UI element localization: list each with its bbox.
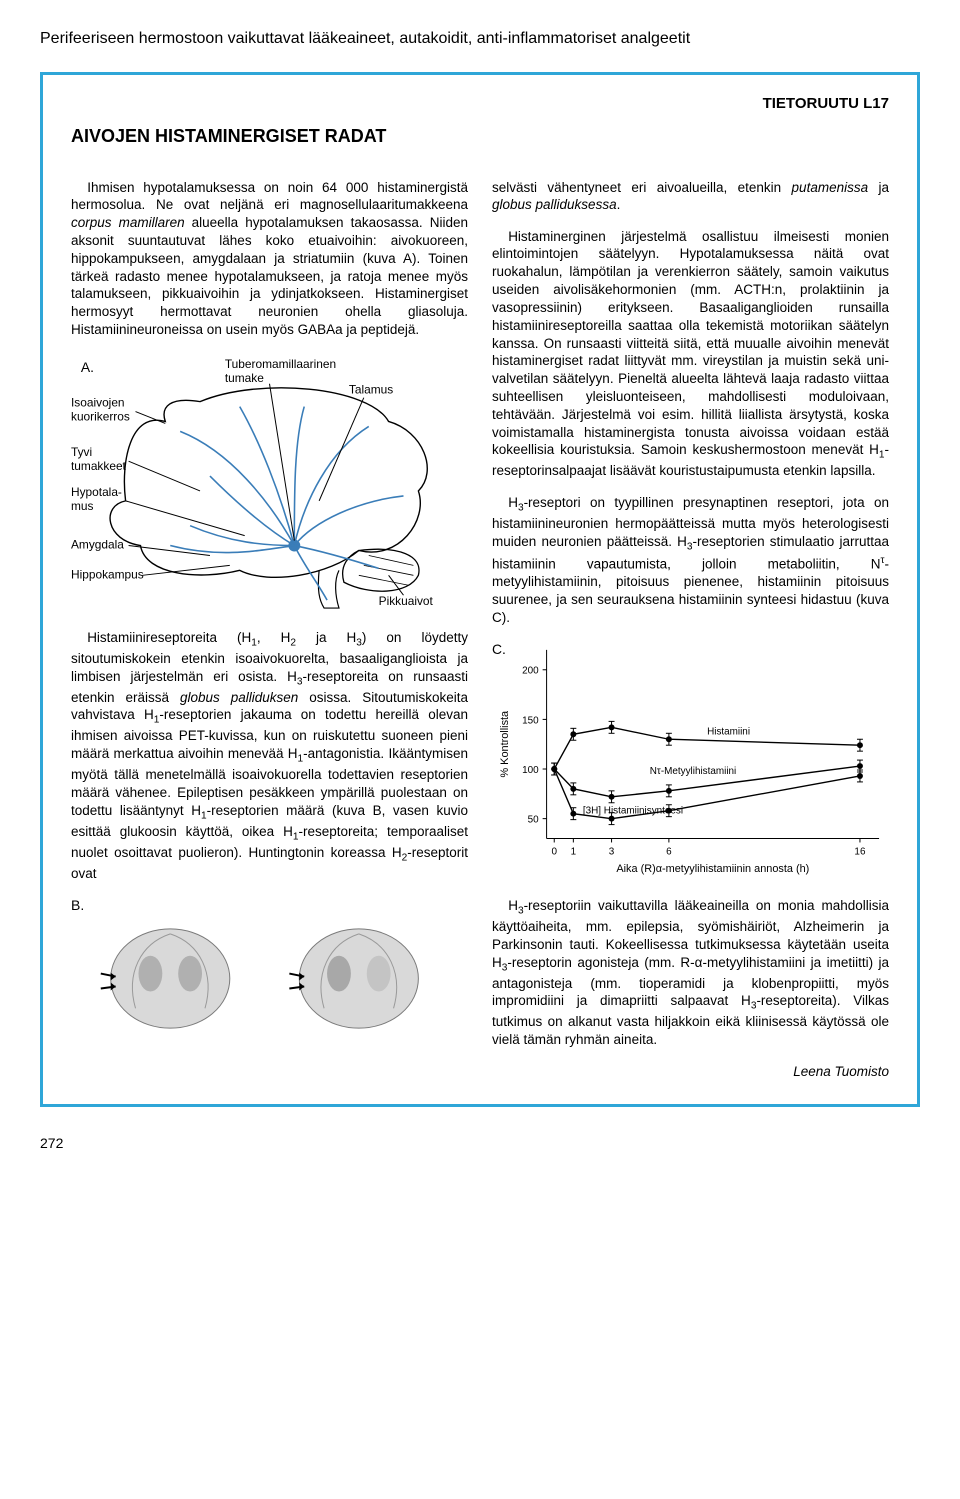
lab: tumakkeet xyxy=(71,459,127,473)
svg-text:Histamiini: Histamiini xyxy=(707,726,750,737)
t: , H xyxy=(257,630,291,645)
svg-text:6: 6 xyxy=(666,846,672,857)
left-p1: Ihmisen hypotalamuksessa on noin 64 000 … xyxy=(71,179,468,339)
right-p3: H3-reseptori on tyypillinen presynaptine… xyxy=(492,494,889,627)
t: H xyxy=(508,495,518,510)
svg-text:100: 100 xyxy=(522,765,539,776)
t: Histaminerginen järjestelmä osallistuu i… xyxy=(492,229,889,458)
lab: Tyvi xyxy=(71,446,92,460)
author: Leena Tuomisto xyxy=(492,1063,889,1081)
t: ja H xyxy=(296,630,356,645)
svg-text:0: 0 xyxy=(551,846,557,857)
t: H xyxy=(508,898,518,913)
svg-text:Nτ-Metyylihistamiini: Nτ-Metyylihistamiini xyxy=(650,766,736,777)
tietoruutu-label: TIETORUUTU L17 xyxy=(71,95,889,112)
svg-text:C.: C. xyxy=(492,641,506,657)
t: globus palliduksessa xyxy=(492,197,617,212)
lab: Tuberomamillaarinen xyxy=(225,357,336,371)
svg-text:50: 50 xyxy=(528,815,540,826)
chart-c: C. 50 100 150 200 0 1 3 6 16 % Kontrollista Aika (R… xyxy=(492,640,889,883)
svg-text:Aika (R)α-metyylihistamiinin a: Aika (R)α-metyylihistamiinin annosta (h) xyxy=(616,863,809,875)
t: ja xyxy=(868,180,889,195)
lab: Amygdala xyxy=(71,538,124,552)
t: globus palliduksen xyxy=(180,690,298,705)
label-a: A. xyxy=(81,359,94,375)
left-p2: Histamiinireseptoreita (H1, H2 ja H3) on… xyxy=(71,629,468,883)
ln xyxy=(126,501,245,536)
svg-text:150: 150 xyxy=(522,715,539,726)
page-number: 272 xyxy=(40,1135,920,1151)
sr xyxy=(327,956,351,992)
ln xyxy=(129,461,200,491)
brain-scans-b xyxy=(71,919,468,1043)
lab: Talamus xyxy=(349,383,393,397)
lab: Isoaivojen xyxy=(71,396,125,410)
t: alueella hypotalamuksen takaosassa. Niid… xyxy=(71,215,468,337)
right-p2: Histaminerginen järjestelmä osallistuu i… xyxy=(492,228,889,481)
right-column: selvästi vähentyneet eri aivoalueilla, e… xyxy=(492,165,889,1080)
lab: tumake xyxy=(225,371,264,385)
sr xyxy=(367,956,391,992)
histaminergic-paths xyxy=(170,407,403,601)
scan-left xyxy=(111,929,230,1028)
t: Ihmisen hypotalamuksessa on noin 64 000 … xyxy=(71,180,468,213)
sl xyxy=(138,956,162,992)
lab: mus xyxy=(71,499,94,513)
svg-text:200: 200 xyxy=(522,666,539,677)
right-p1: selvästi vähentyneet eri aivoalueilla, e… xyxy=(492,179,889,215)
info-box: TIETORUUTU L17 AIVOJEN HISTAMINERGISET R… xyxy=(40,72,920,1107)
t: . xyxy=(617,197,621,212)
label-b: B. xyxy=(71,896,468,914)
ln xyxy=(136,412,166,424)
cerebellum-lines xyxy=(359,556,414,586)
ln xyxy=(270,384,295,541)
svg-text:[3H] Histamiinisynteesi: [3H] Histamiinisynteesi xyxy=(583,806,683,817)
svg-text:3: 3 xyxy=(609,846,615,857)
t: corpus mamillaren xyxy=(71,215,185,230)
left-column: Ihmisen hypotalamuksessa on noin 64 000 … xyxy=(71,165,468,1080)
lab: Hypotala- xyxy=(71,485,122,499)
t: selvästi vähentyneet eri aivoalueilla, e… xyxy=(492,180,792,195)
lab: kuorikerros xyxy=(71,410,130,424)
lab: Pikkuaivot xyxy=(379,594,434,608)
svg-text:16: 16 xyxy=(854,846,866,857)
sl xyxy=(178,956,202,992)
scan-right xyxy=(299,929,418,1028)
ln xyxy=(389,576,404,596)
right-p4: H3-reseptoriin vaikuttavilla lääkeaineil… xyxy=(492,897,889,1049)
brain-diagram-a: A. xyxy=(71,352,468,615)
lab: Hippokampus xyxy=(71,568,144,582)
svg-text:% Kontrollista: % Kontrollista xyxy=(499,710,511,778)
page-header: Perifeeriseen hermostoon vaikuttavat lää… xyxy=(40,30,920,48)
box-title: AIVOJEN HISTAMINERGISET RADAT xyxy=(71,126,889,147)
svg-text:1: 1 xyxy=(571,846,577,857)
ln xyxy=(319,398,364,501)
t: Histamiinireseptoreita (H xyxy=(87,630,251,645)
t: putamenissa xyxy=(792,180,869,195)
